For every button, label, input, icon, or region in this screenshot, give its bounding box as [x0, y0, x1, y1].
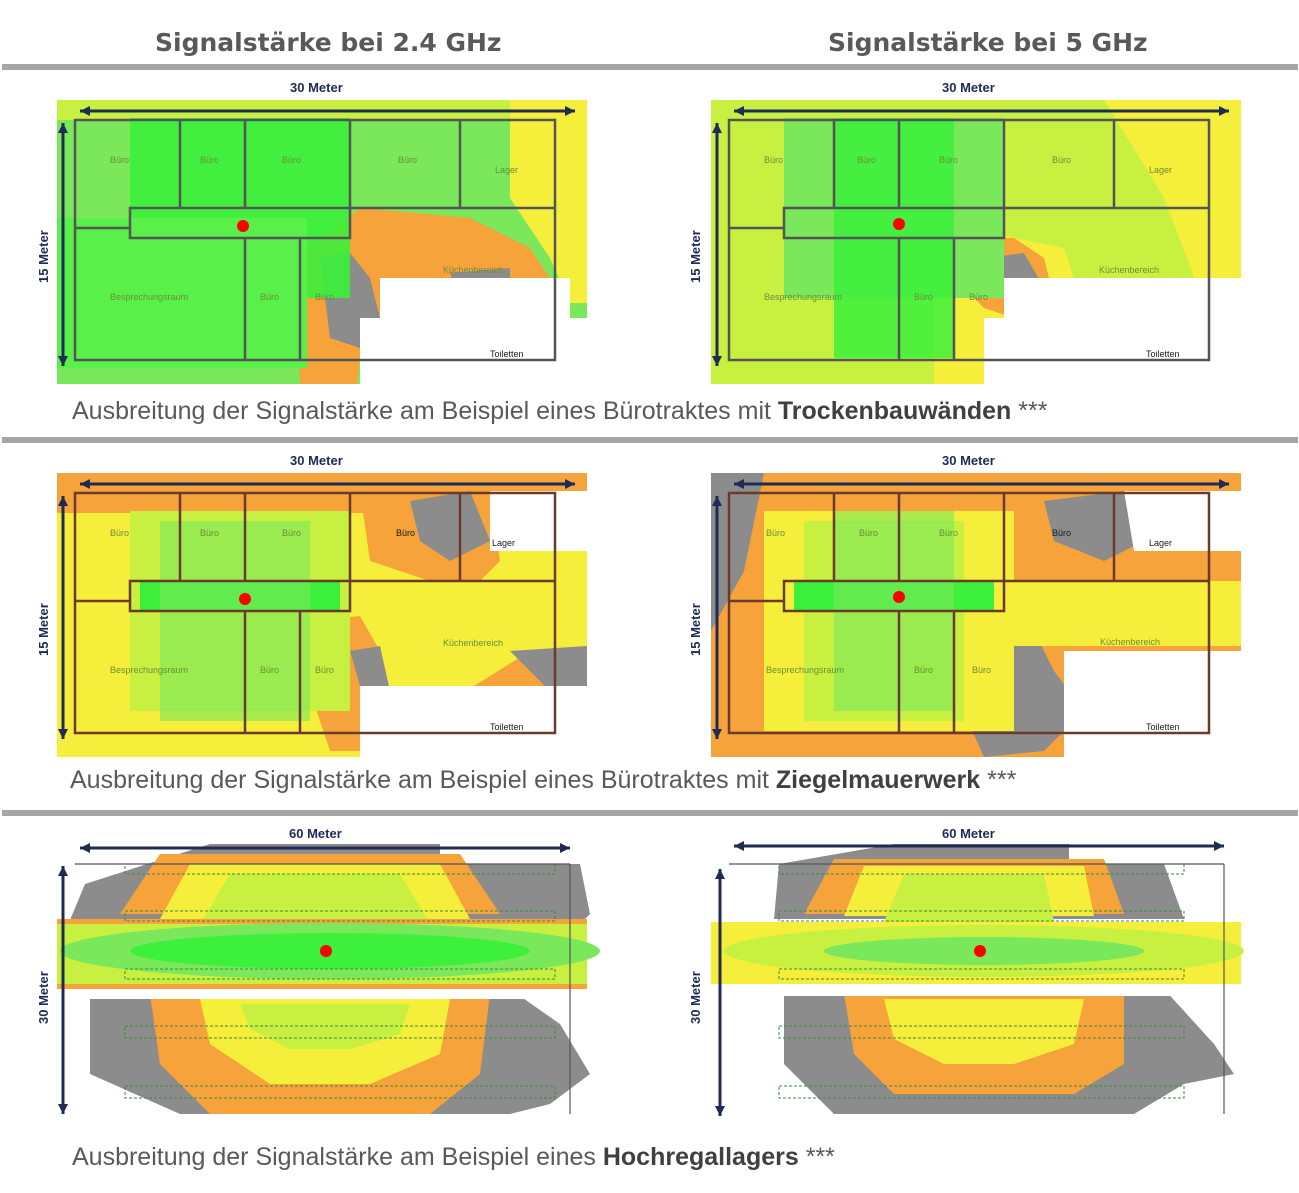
caption-text: Ausbreitung der Signalstärke am Beispiel…	[72, 1143, 603, 1171]
caption-emphasis: Ziegelmauerwerk	[775, 766, 981, 794]
caption-drywall: Ausbreitung der Signalstärke am Beispiel…	[72, 397, 1047, 426]
room-label-buero: Büro	[200, 155, 219, 165]
room-label-besprechungsraum: Besprechungsraum	[764, 292, 842, 302]
access-point-marker	[320, 945, 332, 957]
caption-text: Ausbreitung der Signalstärke am Beispiel…	[70, 766, 776, 794]
room-label-buero: Büro	[396, 528, 415, 538]
room-label-buero: Büro	[200, 528, 219, 538]
room-label-buero: Büro	[857, 155, 876, 165]
dimension-label-height: 30 Meter	[36, 971, 51, 1024]
room-label-buero: Büro	[315, 665, 334, 675]
room-label-lager: Lager	[1149, 538, 1172, 548]
dimension-label-width: 30 Meter	[942, 80, 995, 95]
heatmap-warehouse-2-4ghz: 60 Meter 30 Meter	[30, 824, 600, 1124]
room-label-buero: Büro	[972, 665, 991, 675]
room-label-besprechungsraum: Besprechungsraum	[110, 292, 188, 302]
room-label-buero: Büro	[1052, 155, 1071, 165]
separator-middle-2	[2, 810, 1298, 816]
room-label-buero: Büro	[110, 528, 129, 538]
dimension-label-width: 30 Meter	[942, 453, 995, 468]
caption-footnote-mark: ***	[798, 1143, 835, 1171]
room-label-buero: Büro	[939, 528, 958, 538]
room-label-toiletten: Toiletten	[490, 722, 524, 732]
room-label-buero: Büro	[969, 292, 988, 302]
access-point-marker	[974, 945, 986, 957]
dimension-label-height: 15 Meter	[688, 230, 703, 283]
dimension-label-height: 30 Meter	[688, 971, 703, 1024]
dimension-label-width: 30 Meter	[290, 80, 343, 95]
separator-top	[2, 64, 1298, 70]
room-label-buero: Büro	[914, 292, 933, 302]
caption-brick: Ausbreitung der Signalstärke am Beispiel…	[70, 766, 1016, 795]
room-label-kuechenbereich: Küchenbereich	[1100, 637, 1160, 647]
access-point-marker	[237, 220, 249, 232]
room-label-buero: Büro	[914, 665, 933, 675]
room-label-buero: Büro	[315, 292, 334, 302]
dimension-label-height: 15 Meter	[36, 230, 51, 283]
dimension-label-height: 15 Meter	[36, 603, 51, 656]
room-label-buero: Büro	[764, 155, 783, 165]
access-point-marker	[893, 591, 905, 603]
column-title-5ghz: Signalstärke bei 5 GHz	[828, 28, 1148, 57]
caption-text: Ausbreitung der Signalstärke am Beispiel…	[72, 397, 778, 425]
room-label-lager: Lager	[495, 165, 518, 175]
heatmap-warehouse-5ghz: 60 Meter 30 Meter	[684, 824, 1244, 1124]
room-label-toiletten: Toiletten	[1146, 349, 1180, 359]
room-label-buero: Büro	[282, 528, 301, 538]
room-label-buero: Büro	[1052, 528, 1071, 538]
separator-middle-1	[2, 437, 1298, 443]
room-label-lager: Lager	[492, 538, 515, 548]
room-label-buero: Büro	[282, 155, 301, 165]
heatmap-brick-2-4ghz: 30 Meter 15 Meter Büro Büro Büro Büro La…	[30, 451, 590, 761]
heatmap-brick-5ghz: 30 Meter 15 Meter Büro Büro Büro Büro La…	[684, 451, 1244, 761]
heatmap-drywall-2-4ghz: 30 Meter 15 Meter Büro Büro Büro Büro La…	[30, 78, 590, 388]
room-label-kuechenbereich: Küchenbereich	[1099, 265, 1159, 275]
access-point-marker	[893, 218, 905, 230]
room-label-besprechungsraum: Besprechungsraum	[766, 665, 844, 675]
room-label-kuechenbereich: Küchenbereich	[443, 638, 503, 648]
room-label-besprechungsraum: Besprechungsraum	[110, 665, 188, 675]
caption-footnote-mark: ***	[980, 766, 1017, 794]
column-title-2-4ghz: Signalstärke bei 2.4 GHz	[155, 28, 502, 57]
room-label-buero: Büro	[766, 528, 785, 538]
dimension-label-width: 60 Meter	[942, 826, 995, 841]
room-label-toiletten: Toiletten	[1146, 722, 1180, 732]
room-label-buero: Büro	[110, 155, 129, 165]
room-label-kuechenbereich: Küchenbereich	[443, 265, 503, 275]
dimension-label-width: 30 Meter	[290, 453, 343, 468]
room-label-buero: Büro	[260, 665, 279, 675]
caption-emphasis: Hochregallagers	[602, 1143, 799, 1171]
dimension-label-width: 60 Meter	[289, 826, 342, 841]
room-label-buero: Büro	[939, 155, 958, 165]
caption-footnote-mark: ***	[1011, 397, 1048, 425]
access-point-marker	[239, 593, 251, 605]
caption-warehouse: Ausbreitung der Signalstärke am Beispiel…	[72, 1143, 835, 1172]
caption-emphasis: Trockenbauwänden	[777, 397, 1012, 425]
room-label-buero: Büro	[859, 528, 878, 538]
dimension-label-height: 15 Meter	[688, 603, 703, 656]
heatmap-drywall-5ghz: 30 Meter 15 Meter Büro Büro Büro Büro La…	[684, 78, 1244, 388]
room-label-buero: Büro	[398, 155, 417, 165]
room-label-lager: Lager	[1149, 165, 1172, 175]
room-label-buero: Büro	[260, 292, 279, 302]
room-label-toiletten: Toiletten	[490, 349, 524, 359]
